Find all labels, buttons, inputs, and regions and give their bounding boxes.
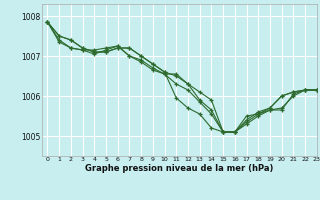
X-axis label: Graphe pression niveau de la mer (hPa): Graphe pression niveau de la mer (hPa): [85, 164, 273, 173]
